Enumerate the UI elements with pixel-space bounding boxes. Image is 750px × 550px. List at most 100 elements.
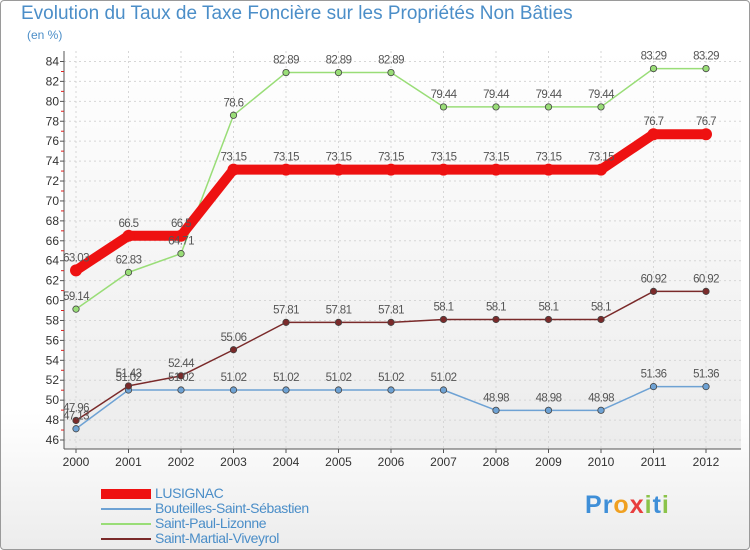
data-point [280,163,292,176]
data-label: 76.7 [644,116,664,128]
y-tick-label: 78 [46,114,60,128]
data-point [647,128,660,141]
data-label: 66.5 [171,218,191,230]
data-point [597,406,605,414]
x-tick-label: 2012 [693,455,720,469]
data-label: 51.02 [116,372,142,384]
data-label: 73.15 [483,152,509,164]
y-tick-label: 58 [46,313,60,327]
data-point [72,305,80,313]
data-label: 48.98 [536,392,562,404]
data-label: 58.1 [591,301,611,313]
data-point [387,68,395,77]
data-point [597,103,605,111]
y-tick-label: 50 [46,393,60,407]
data-point [227,163,240,176]
data-point [649,383,658,391]
data-point [334,386,343,394]
data-point [282,386,290,394]
data-point [175,229,187,242]
x-tick-label: 2003 [220,455,247,469]
data-point [72,416,80,425]
logo-letter: i [661,491,670,519]
data-point [72,425,80,433]
data-point [332,163,345,176]
legend-swatch [101,523,151,525]
data-label: 58.1 [486,301,506,313]
data-point [229,346,238,354]
data-label: 60.92 [693,273,719,285]
logo-letter: P [585,491,603,519]
data-point [70,264,82,277]
data-point [492,103,500,111]
data-label: 73.15 [273,152,299,164]
x-tick-label: 2010 [588,455,615,469]
y-axis-unit: (en %) [27,28,63,42]
data-point [649,287,658,295]
data-label: 48.98 [483,392,509,404]
data-label: 62.83 [116,254,142,266]
data-label: 82.89 [326,55,352,67]
data-label: 51.02 [326,372,352,384]
data-point [542,163,555,176]
data-label: 52.44 [168,358,195,370]
data-label: 58.1 [539,301,559,313]
data-label: 58.1 [434,301,454,313]
y-tick-label: 62 [46,274,60,288]
x-tick-label: 2011 [641,455,667,469]
data-point [544,315,553,324]
y-tick-label: 70 [46,194,60,208]
data-label: 66.5 [119,218,139,230]
x-tick-label: 2008 [483,455,510,469]
data-point [282,318,290,326]
y-tick-label: 82 [46,74,60,88]
data-point [122,229,135,242]
data-label: 83.29 [693,51,719,63]
logo-letter: t [652,491,662,519]
data-label: 83.29 [641,51,667,63]
x-tick-label: 2001 [115,455,142,469]
legend-label: Saint-Martial-Viveyrol [155,530,279,546]
data-label: 51.36 [693,369,719,381]
data-label: 51.43 [116,368,142,380]
data-point [124,382,133,390]
data-label: 79.44 [431,89,458,101]
x-tick-label: 2007 [430,455,457,469]
data-label: 73.15 [221,152,247,164]
data-point [124,268,133,276]
data-point [334,318,343,326]
data-point [702,287,710,295]
legend-swatch [101,508,151,510]
data-label: 51.02 [273,372,299,384]
data-point [544,406,553,414]
data-label: 82.89 [378,55,404,67]
data-point [490,163,502,176]
data-point [334,68,343,77]
y-tick-label: 60 [46,294,60,308]
legend-swatch [101,489,151,499]
data-point [177,386,185,394]
x-tick-label: 2005 [325,455,352,469]
data-point [492,315,500,324]
logo-letter: r [602,491,614,519]
data-label: 82.89 [273,55,299,67]
y-tick-label: 66 [46,234,60,248]
y-tick-label: 72 [46,174,60,188]
data-point [492,406,500,414]
data-label: 51.02 [168,372,194,384]
data-point [702,383,710,391]
data-label: 57.81 [378,304,404,316]
data-label: 57.81 [326,304,352,316]
data-point [177,250,185,258]
data-label: 73.15 [431,152,457,164]
x-tick-label: 2006 [378,455,405,469]
chart-title: Evolution du Taux de Taxe Foncière sur l… [21,3,573,24]
data-point [439,386,448,394]
data-label: 63.03 [63,252,89,264]
x-tick-label: 2009 [535,455,562,469]
data-label: 64.71 [168,236,194,248]
y-tick-label: 56 [46,333,60,347]
data-label: 55.06 [221,332,247,344]
data-point [229,111,238,119]
data-label: 73.15 [378,152,404,164]
